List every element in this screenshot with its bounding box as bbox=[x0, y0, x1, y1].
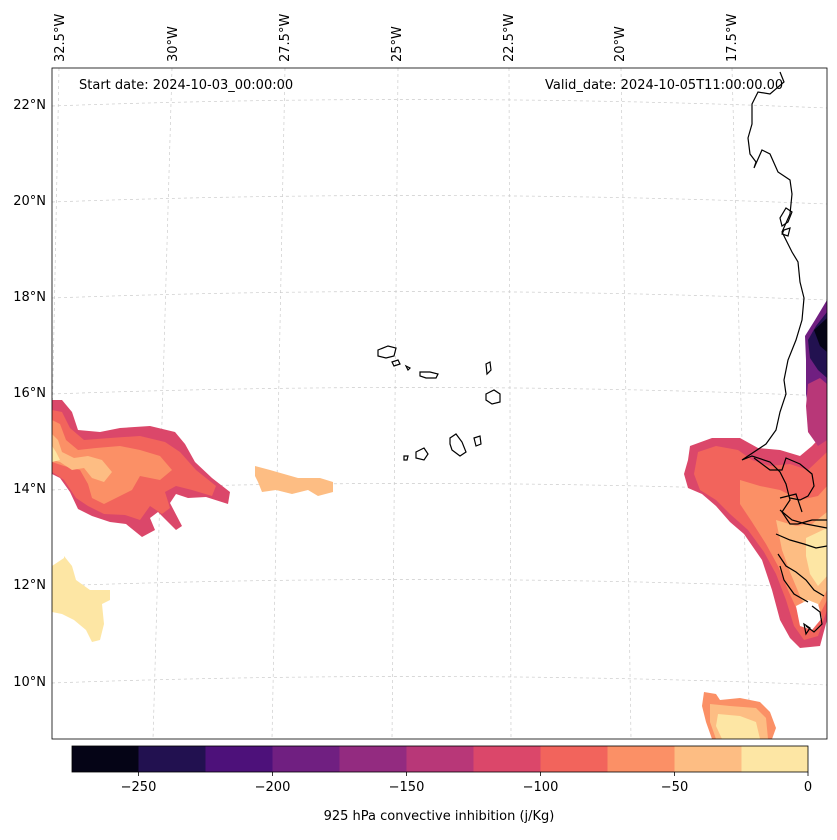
cin-contour-east-coastal-magenta bbox=[806, 378, 827, 446]
island-maio bbox=[473, 435, 482, 447]
lat-label-20n: 20°N bbox=[13, 194, 46, 209]
cin-field-west bbox=[52, 400, 333, 642]
cin-contour-east-coastal-darkest bbox=[814, 318, 827, 352]
colorbar-swatch-4 bbox=[272, 746, 340, 772]
island-santa-luzia bbox=[404, 364, 412, 372]
colorbar-swatch-6 bbox=[406, 746, 474, 772]
island-santiago bbox=[449, 433, 467, 457]
island-boa-vista bbox=[485, 389, 501, 405]
lon-label-30w: 30°W bbox=[166, 26, 181, 62]
cin-contour-west-yellow bbox=[52, 446, 60, 462]
colorbar-swatch-3 bbox=[205, 746, 273, 772]
cin-contour-south-yellow bbox=[716, 714, 760, 739]
lon-label-27-5w: 27.5°W bbox=[278, 13, 293, 62]
colorbar-tick-label-neg100: −100 bbox=[522, 780, 559, 795]
cin-contour-sw bbox=[52, 556, 110, 642]
lat-label-18n: 18°N bbox=[13, 290, 46, 305]
cin-contour-west-light bbox=[52, 420, 172, 504]
island-sal bbox=[485, 361, 492, 376]
lon-label-20w: 20°W bbox=[613, 26, 628, 62]
colorbar-tick-label-neg200: −200 bbox=[254, 780, 291, 795]
west-africa-coastline bbox=[741, 71, 827, 636]
colorbar-tick-label-neg150: −150 bbox=[388, 780, 425, 795]
cin-contour-west-pale bbox=[52, 434, 112, 482]
colorbar-swatch-1 bbox=[72, 746, 139, 772]
cin-contour-east-yellow bbox=[806, 528, 827, 586]
island-brava bbox=[403, 455, 409, 461]
colorbar-swatch-2 bbox=[138, 746, 206, 772]
island-sao-nicolau bbox=[419, 371, 439, 379]
colorbar-ticks bbox=[138, 772, 809, 776]
lat-label-16n: 16°N bbox=[13, 386, 46, 401]
lon-label-32-5w: 32.5°W bbox=[53, 13, 68, 62]
island-sao-vicente bbox=[391, 359, 401, 367]
island-santo-antao bbox=[377, 345, 397, 359]
lon-label-17-5w: 17.5°W bbox=[725, 13, 740, 62]
map-panel bbox=[52, 68, 827, 739]
colorbar-swatch-11 bbox=[741, 746, 808, 772]
lat-label-10n: 10°N bbox=[13, 675, 46, 690]
start-date-label: Start date: 2024-10-03_00:00:00 bbox=[79, 78, 294, 93]
cin-contour-east-white-hole bbox=[796, 600, 822, 630]
colorbar-swatch-8 bbox=[540, 746, 608, 772]
colorbar-swatch-7 bbox=[473, 746, 541, 772]
map-border bbox=[51, 67, 828, 740]
colorbar-swatch-5 bbox=[339, 746, 407, 772]
colorbar-swatch-10 bbox=[674, 746, 742, 772]
colorbar-tick-label-neg250: −250 bbox=[120, 780, 157, 795]
cape-verde-islands bbox=[377, 345, 501, 461]
colorbar-tick-label-neg50: −50 bbox=[660, 780, 689, 795]
colorbar-tick-label-0: 0 bbox=[803, 780, 813, 795]
lat-label-22n: 22°N bbox=[13, 98, 46, 113]
colorbar bbox=[71, 745, 809, 776]
valid-date-label: Valid_date: 2024-10-05T11:00:00.00 bbox=[545, 78, 784, 93]
lat-label-14n: 14°N bbox=[13, 482, 46, 497]
island-fogo bbox=[415, 447, 429, 461]
colorbar-title: 925 hPa convective inhibition (j/Kg) bbox=[323, 809, 555, 824]
lon-label-25w: 25°W bbox=[390, 26, 405, 62]
colorbar-swatch-9 bbox=[607, 746, 675, 772]
lon-label-22-5w: 22.5°W bbox=[502, 13, 517, 62]
meridian-gridlines bbox=[52, 68, 751, 739]
lat-label-12n: 12°N bbox=[13, 578, 46, 593]
cin-field-east bbox=[684, 300, 827, 739]
cin-contour-mid-band bbox=[255, 466, 333, 496]
colorbar-border bbox=[71, 745, 809, 773]
